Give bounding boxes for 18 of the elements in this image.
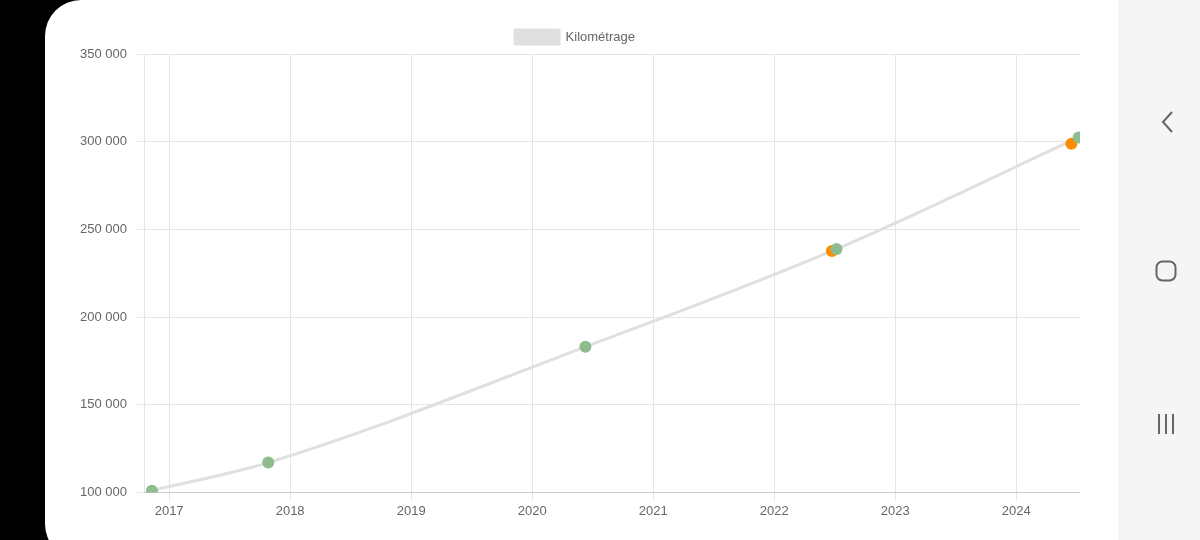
x-tick-label: 2021 <box>638 502 668 518</box>
legend-label: Kilométrage <box>565 28 635 44</box>
x-tick-label: 2022 <box>759 502 789 518</box>
y-tick-label: 300 000 <box>79 133 127 149</box>
y-tick-label: 250 000 <box>79 220 127 236</box>
x-tick-label: 2019 <box>396 502 426 518</box>
y-tick-label: 200 000 <box>79 308 127 324</box>
y-tick-label: 100 000 <box>79 483 127 499</box>
y-tick-label: 350 000 <box>79 45 127 61</box>
point <box>830 243 843 255</box>
x-tick-label: 2017 <box>154 502 184 518</box>
x-tick-label: 2018 <box>275 502 305 518</box>
point <box>579 340 592 353</box>
point <box>262 456 275 469</box>
x-tick-label: 2023 <box>880 502 910 518</box>
x-tick-label: 2020 <box>517 502 547 518</box>
x-tick-label: 2024 <box>1001 502 1031 518</box>
y-tick-label: 150 000 <box>79 396 127 412</box>
